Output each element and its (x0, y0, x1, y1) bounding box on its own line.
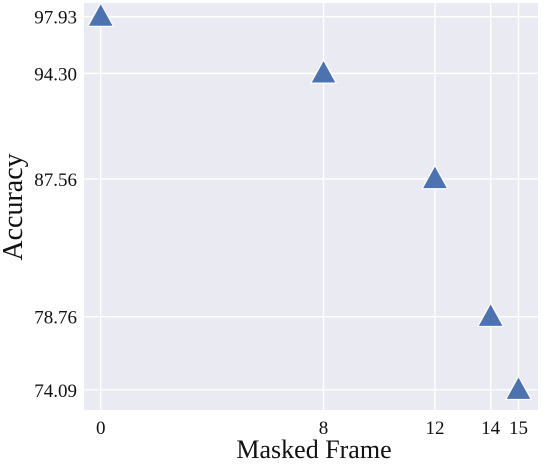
x-tick-label: 12 (425, 418, 444, 439)
data-point (505, 375, 532, 401)
x-tick-label: 14 (481, 418, 501, 439)
data-point (87, 2, 115, 27)
y-tick-label: 78.76 (34, 308, 77, 329)
y-tick-label: 74.09 (34, 381, 77, 402)
x-tick-labels: 0 8 12 14 15 (96, 418, 528, 439)
data-point (477, 302, 505, 328)
y-tick-labels: 97.93 94.30 87.56 78.76 74.09 (34, 8, 77, 402)
y-axis-label: Accuracy (0, 153, 29, 260)
x-tick-label: 15 (509, 418, 528, 439)
data-point (421, 164, 449, 190)
x-tick-label: 0 (96, 418, 106, 439)
x-tick-label: 8 (319, 418, 329, 439)
x-axis-label: Masked Frame (236, 435, 391, 464)
data-points (87, 2, 532, 401)
data-point (310, 59, 337, 84)
plot-area (84, 3, 538, 410)
y-tick-label: 94.30 (34, 64, 77, 85)
y-tick-label: 97.93 (34, 8, 77, 29)
y-tick-label: 87.56 (34, 170, 77, 191)
